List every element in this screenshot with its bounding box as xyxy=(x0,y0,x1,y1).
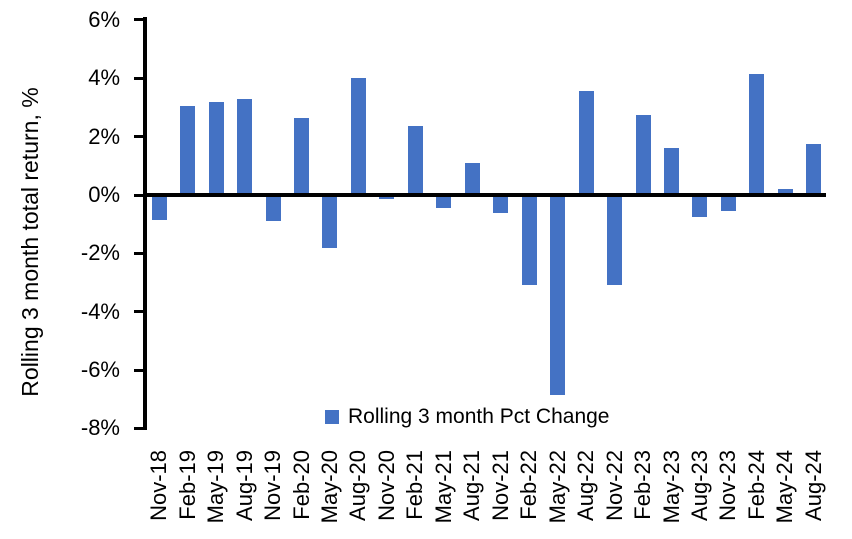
bar xyxy=(180,106,196,195)
x-axis-label: Feb-19 xyxy=(174,450,200,520)
zero-line xyxy=(145,193,826,197)
x-axis-label: Feb-21 xyxy=(402,450,428,520)
x-axis-label: Nov-23 xyxy=(715,450,741,521)
bar xyxy=(550,195,566,395)
y-axis-tick xyxy=(134,18,143,22)
bar xyxy=(436,195,452,209)
x-axis-label: Aug-24 xyxy=(800,450,826,521)
x-axis-label: May-21 xyxy=(430,450,456,524)
y-axis-tick-label: 2% xyxy=(88,123,120,149)
y-axis-tick-label: 6% xyxy=(88,6,120,32)
y-axis-line xyxy=(143,17,147,430)
x-axis-label: Nov-19 xyxy=(260,450,286,521)
x-axis-label: Nov-22 xyxy=(601,450,627,521)
y-axis-tick-label: -8% xyxy=(80,415,120,441)
x-axis-label: Aug-20 xyxy=(345,450,371,521)
legend-swatch xyxy=(325,410,339,424)
bar xyxy=(208,101,224,195)
y-axis-tick xyxy=(134,193,143,197)
x-axis-label: May-20 xyxy=(316,450,342,524)
y-axis-tick-label: 0% xyxy=(88,182,120,207)
y-axis-tick xyxy=(134,76,143,80)
x-axis-label: Aug-19 xyxy=(231,450,257,521)
x-axis-label: Feb-20 xyxy=(288,450,314,520)
bar xyxy=(151,195,167,220)
y-axis-tick xyxy=(134,368,143,372)
bar xyxy=(464,162,480,195)
x-axis-label: Nov-21 xyxy=(487,450,513,521)
bar xyxy=(322,195,338,248)
x-axis-label: Feb-24 xyxy=(743,450,769,520)
legend-label: Rolling 3 month Pct Change xyxy=(348,405,610,428)
bar xyxy=(777,189,793,195)
bar xyxy=(265,195,281,222)
x-axis-label: Aug-21 xyxy=(459,450,485,521)
x-axis-label: Aug-23 xyxy=(686,450,712,521)
bar xyxy=(294,117,310,195)
y-axis-tick-label: 4% xyxy=(88,65,120,91)
bar xyxy=(237,98,253,195)
y-axis-title: Rolling 3 month total return, % xyxy=(17,87,43,397)
y-axis-tick-label: -2% xyxy=(80,240,120,266)
bar xyxy=(521,195,537,286)
legend: Rolling 3 month Pct Change xyxy=(325,404,610,430)
x-axis-label: Feb-23 xyxy=(630,450,656,520)
bar xyxy=(720,195,736,212)
bar xyxy=(493,195,509,213)
y-axis-tick xyxy=(134,426,143,430)
y-axis-tick xyxy=(134,310,143,314)
bar xyxy=(407,126,423,195)
bar xyxy=(806,143,822,195)
x-axis-label: Aug-22 xyxy=(573,450,599,521)
x-axis-label: May-24 xyxy=(772,450,798,524)
bar xyxy=(664,148,679,195)
x-axis-label: Feb-22 xyxy=(516,450,542,520)
y-axis-tick-label: -6% xyxy=(80,357,120,383)
bar xyxy=(749,73,765,195)
bar xyxy=(692,195,708,217)
bar xyxy=(607,195,623,286)
y-axis-tick xyxy=(134,135,143,139)
y-axis-tick-label: -4% xyxy=(80,298,120,324)
bar xyxy=(379,195,395,200)
bar xyxy=(350,78,366,195)
x-axis-label: May-23 xyxy=(658,450,684,524)
x-axis-label: May-19 xyxy=(203,450,229,524)
y-axis-tick xyxy=(134,251,143,255)
bar xyxy=(635,114,651,195)
x-axis-label: May-22 xyxy=(544,450,570,524)
x-axis-label: Nov-20 xyxy=(373,450,399,521)
bar xyxy=(578,91,594,195)
x-axis-label: Nov-18 xyxy=(146,450,172,521)
